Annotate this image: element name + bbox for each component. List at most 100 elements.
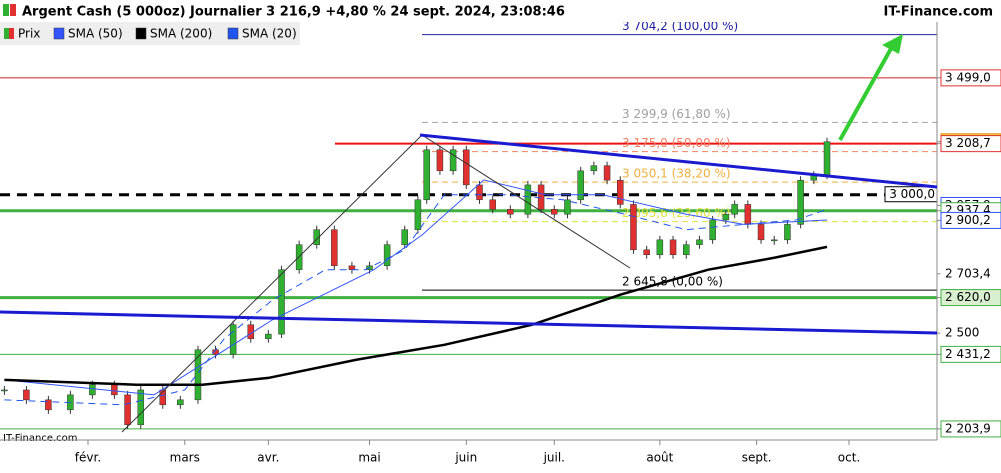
candle [489, 199, 496, 210]
candle [177, 399, 184, 406]
fib-label: 3 299,9 (61,80 %) [622, 107, 731, 121]
candle [524, 184, 532, 215]
candle [669, 239, 677, 255]
candle [265, 333, 272, 339]
candle [643, 249, 650, 255]
logo [3, 4, 9, 16]
legend-icon [9, 28, 14, 39]
candle [159, 389, 167, 406]
legend-label: SMA (20) [242, 27, 297, 41]
y-tick-box [940, 324, 1001, 342]
candle [784, 224, 791, 241]
candle [696, 239, 703, 245]
footer: IT-Finance.com [3, 433, 78, 444]
fib-label: 2 895,6 (23,60 %) [622, 206, 731, 220]
plot: 3 000,0 3 704,2 (100,00 %) 3 299,9 (61,80 … [0, 19, 938, 430]
y-tick-label: 2 703,4 [945, 266, 991, 280]
x-tick-label: août [646, 451, 673, 465]
fib-label: 2 645,8 (0,00 %) [622, 275, 723, 289]
header-bg [0, 0, 1001, 22]
candle [507, 209, 514, 215]
x-tick-label: juil. [543, 451, 565, 465]
y-tick-box [940, 289, 1001, 307]
candle [348, 265, 356, 270]
x-tick-label: mai [358, 451, 380, 465]
candle [656, 239, 664, 255]
candle [731, 204, 738, 215]
sma-line [4, 194, 828, 406]
legend-label: Prix [18, 27, 40, 41]
candle [744, 204, 752, 225]
candle [23, 389, 30, 401]
y-tick-label: 2 900,2 [945, 213, 991, 227]
candle [194, 349, 202, 401]
candle [401, 229, 408, 245]
candle [630, 204, 637, 251]
candle [229, 324, 237, 355]
candle [683, 244, 690, 255]
candle [449, 149, 457, 172]
y-tick-box [940, 69, 1001, 87]
y-tick-label: 3 499,0 [945, 70, 991, 84]
candle [137, 389, 145, 426]
y-tick-label: 2 203,9 [945, 421, 991, 435]
logo [10, 4, 16, 16]
y-tick-box [940, 135, 1001, 153]
chart-title: Argent Cash (5 000oz) Journalier 3 216,9… [22, 5, 565, 20]
candle [278, 269, 285, 335]
y-tick-box [940, 420, 1001, 438]
candle [564, 199, 571, 215]
candle [617, 179, 624, 205]
sma-line [4, 179, 828, 396]
y-tick-box [940, 265, 1001, 283]
x-tick-label: juin [454, 451, 477, 465]
candle [537, 184, 545, 210]
level-label: 3 000,0 [889, 187, 935, 201]
legend-bg [0, 22, 300, 45]
candle [111, 384, 118, 396]
candle [436, 149, 444, 172]
candle [1, 389, 8, 392]
candle [770, 239, 778, 242]
candle [603, 165, 611, 181]
candle [89, 384, 96, 396]
legend-label: SMA (50) [68, 27, 123, 41]
trend-line [419, 133, 938, 189]
fib-label: 3 704,2 (100,00 %) [622, 19, 738, 33]
x-tick-label: sept. [742, 451, 772, 465]
candle [577, 170, 584, 201]
x-tick-label: mars [170, 451, 200, 465]
arrow-head [882, 34, 903, 54]
fib-label: 3 050,1 (38,20 %) [622, 167, 731, 181]
trend-line [0, 310, 938, 335]
candle [797, 179, 804, 225]
x-tick-label: avr. [257, 451, 279, 465]
x-tick-label: févr. [75, 451, 101, 465]
candle [423, 149, 430, 201]
candle [722, 213, 730, 221]
legend-icon [135, 27, 147, 40]
candle [823, 141, 831, 176]
legend-icon [53, 27, 65, 40]
brand: IT-Finance.com [884, 5, 993, 20]
legend-icon [227, 27, 239, 40]
candle [709, 219, 716, 241]
y-tick-label: 2 620,0 [945, 290, 991, 304]
candle [124, 394, 131, 426]
sma-line [4, 245, 828, 386]
candle [414, 199, 422, 230]
y-tick-box [940, 345, 1001, 363]
candle [551, 209, 558, 215]
legend-icon [4, 28, 9, 39]
y-tick-box [940, 211, 1001, 229]
y-tick-label: 2 500 [945, 326, 979, 340]
candle [476, 184, 483, 201]
legend-label: SMA (200) [150, 27, 212, 41]
candle [313, 229, 320, 245]
candle [590, 165, 598, 172]
arrow [838, 44, 895, 141]
candle [331, 229, 338, 267]
candle [463, 149, 470, 186]
